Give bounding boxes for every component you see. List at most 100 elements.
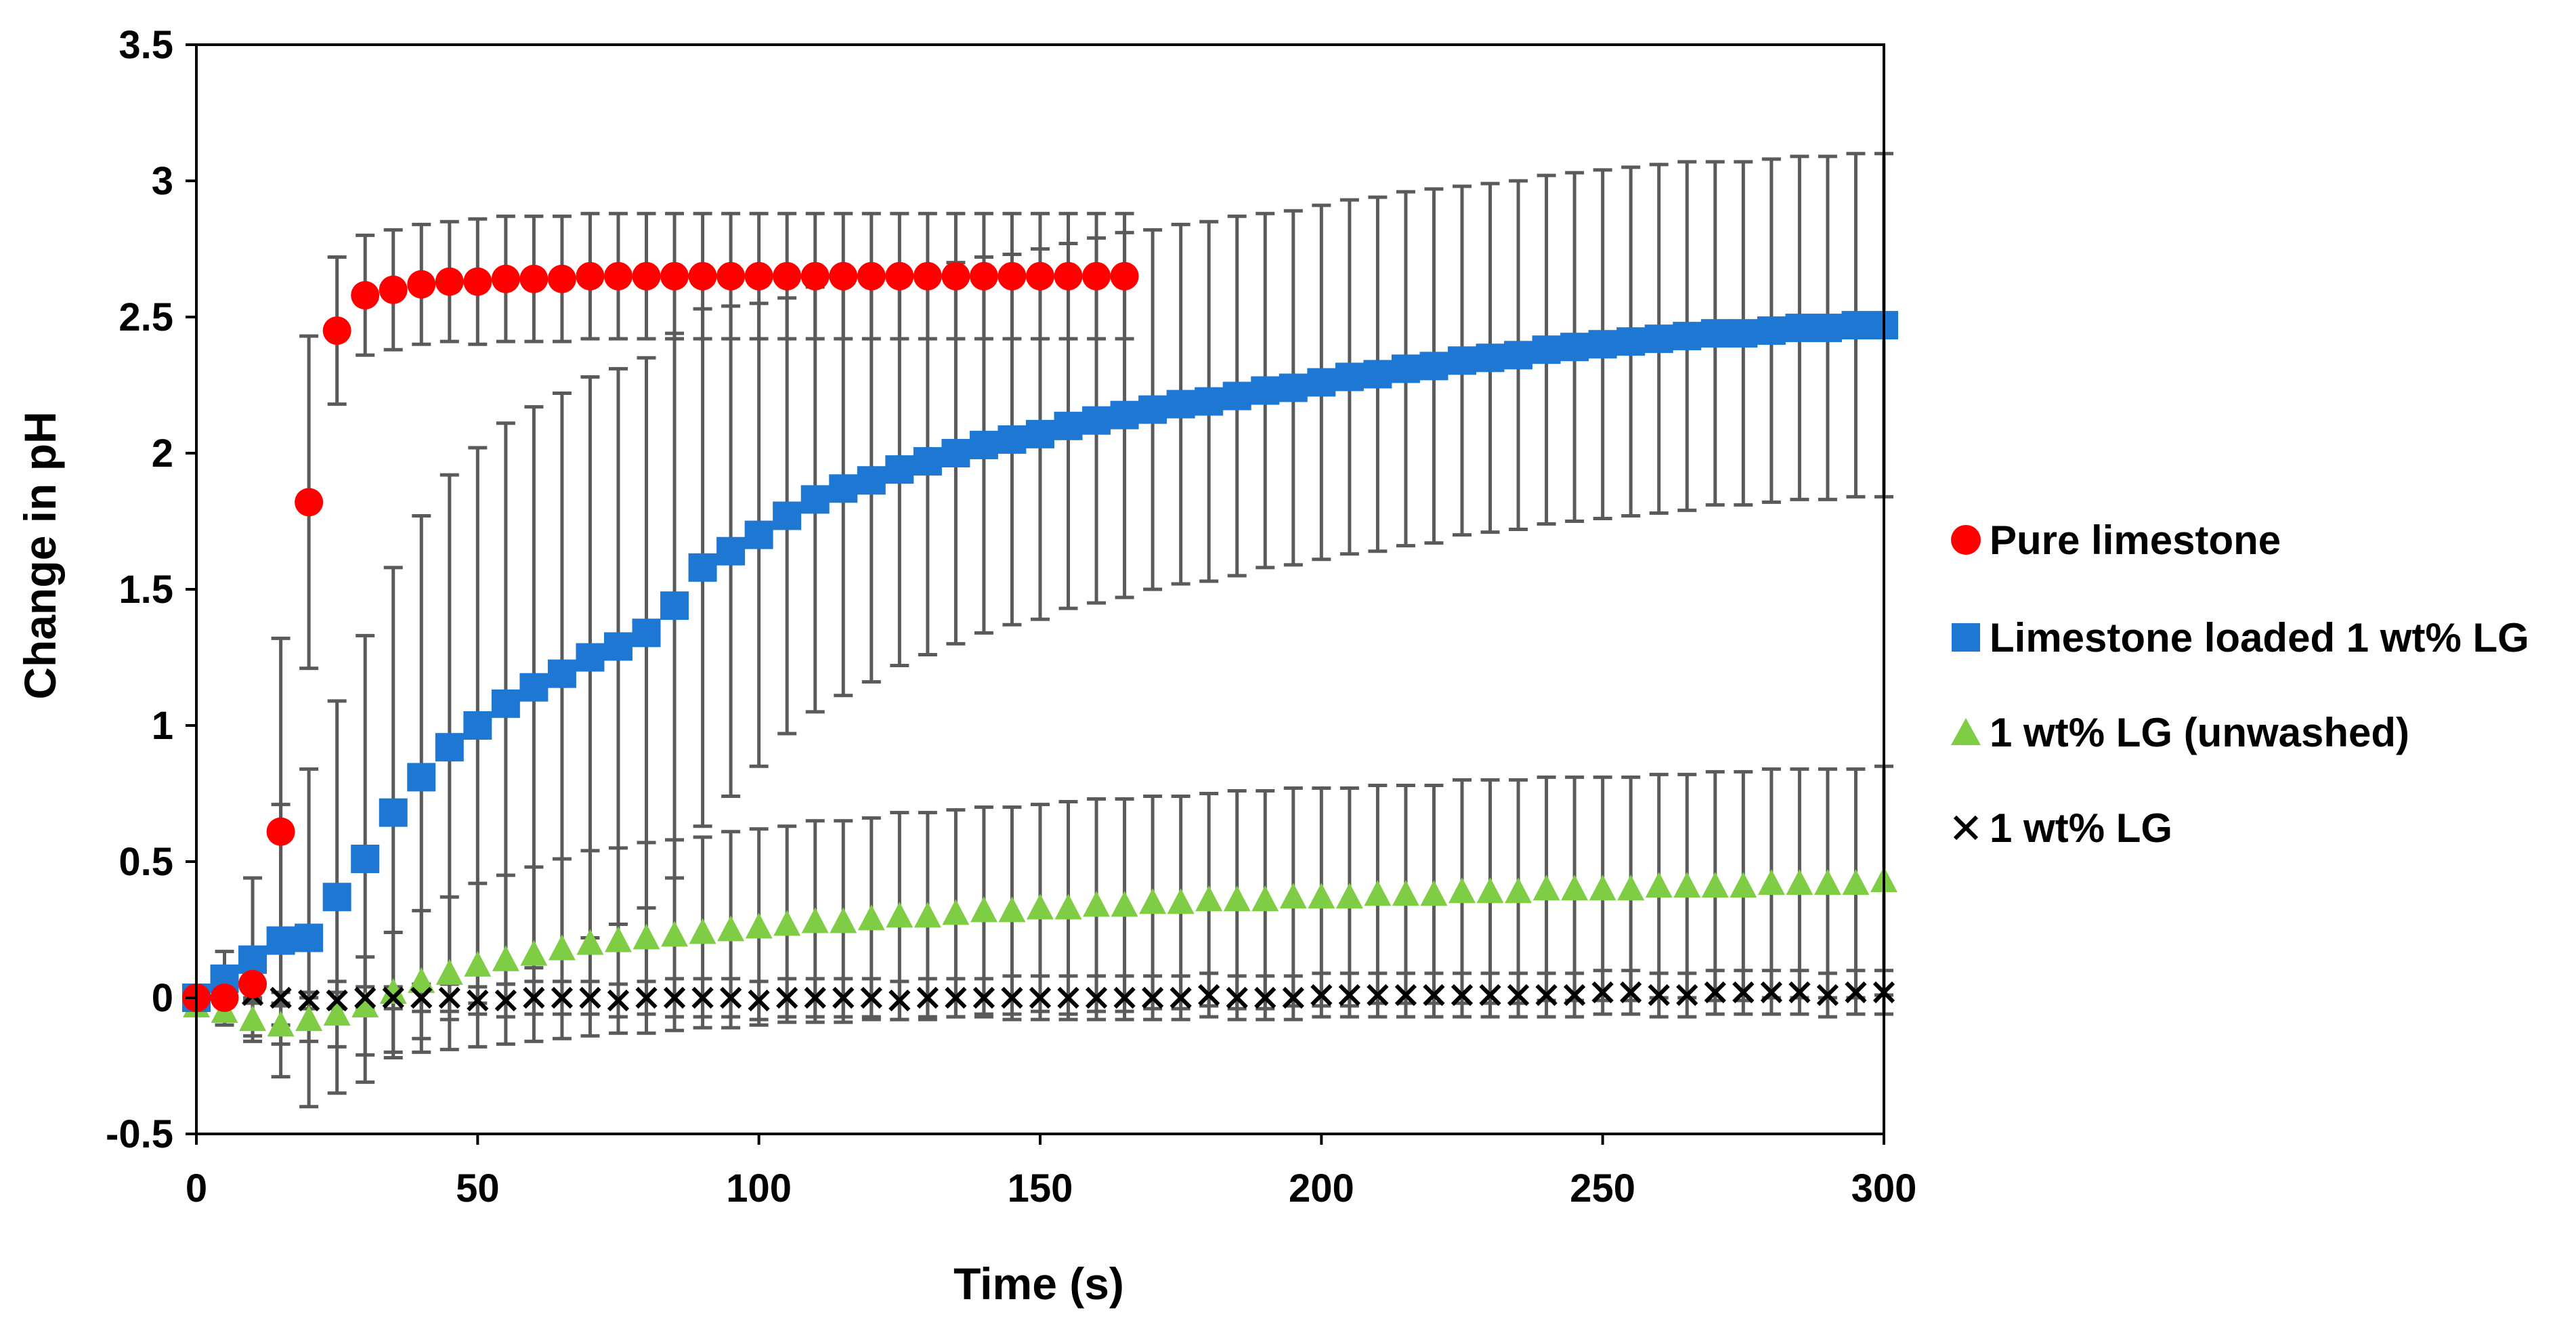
data-point-limestone-loaded	[1195, 387, 1224, 416]
x-tick-label: 150	[1008, 1166, 1073, 1210]
data-point-lg-unwashed	[745, 912, 773, 939]
data-point-lg	[1535, 984, 1558, 1007]
data-point-limestone-loaded	[997, 425, 1027, 454]
data-point-limestone-loaded	[576, 643, 605, 672]
data-point-limestone-loaded	[1532, 335, 1561, 364]
data-point-lg	[1001, 986, 1023, 1009]
data-point-limestone-loaded	[1419, 352, 1448, 381]
data-point-limestone-loaded	[773, 501, 802, 530]
legend-item-lg: 1 wt% LG	[1953, 805, 2172, 851]
data-point-lg	[467, 989, 489, 1012]
data-point-lg	[720, 986, 742, 1009]
data-point-lg-unwashed	[1842, 869, 1870, 895]
data-point-limestone-loaded	[1757, 316, 1786, 345]
data-point-lg	[888, 989, 911, 1012]
data-point-limestone-loaded	[913, 447, 942, 476]
data-point-limestone-loaded	[1588, 330, 1617, 359]
data-point-pure-limestone	[744, 261, 773, 291]
data-point-lg	[1591, 981, 1614, 1004]
data-point-lg-unwashed	[1757, 869, 1785, 895]
data-point-lg	[691, 986, 714, 1009]
data-point-limestone-loaded	[1307, 368, 1336, 397]
data-point-limestone-loaded	[435, 733, 464, 762]
data-point-limestone-loaded	[1363, 360, 1392, 389]
data-point-pure-limestone	[576, 261, 605, 291]
data-point-limestone-loaded	[1082, 406, 1111, 435]
data-point-lg	[579, 986, 601, 1009]
data-point-lg-unwashed	[717, 915, 745, 942]
data-point-lg-unwashed	[970, 896, 997, 923]
data-point-pure-limestone	[997, 261, 1027, 291]
data-point-pure-limestone	[463, 267, 492, 296]
data-point-limestone-loaded	[716, 536, 746, 566]
data-point-lg-unwashed	[1111, 891, 1138, 917]
data-point-limestone-loaded	[351, 844, 380, 873]
data-point-pure-limestone	[969, 261, 998, 291]
data-point-lg	[945, 986, 967, 1009]
data-point-lg-unwashed	[1364, 880, 1392, 906]
data-point-lg	[354, 986, 377, 1009]
data-point-lg	[1198, 984, 1220, 1007]
data-point-limestone-loaded	[1700, 319, 1730, 348]
x-tick-label: 0	[186, 1166, 207, 1210]
data-point-pure-limestone	[547, 264, 576, 293]
data-point-limestone-loaded	[1560, 333, 1589, 362]
data-point-lg	[1479, 984, 1501, 1007]
data-point-lg	[1507, 984, 1530, 1007]
data-point-pure-limestone	[857, 261, 886, 291]
data-point-lg-unwashed	[886, 902, 914, 928]
data-markers	[182, 261, 1898, 1037]
data-point-lg-unwashed	[632, 923, 660, 950]
data-point-limestone-loaded	[407, 763, 436, 792]
data-point-lg-unwashed	[1617, 874, 1645, 901]
data-point-lg-unwashed	[267, 1011, 295, 1037]
data-point-lg-unwashed	[1251, 885, 1279, 912]
data-point-lg	[438, 986, 460, 1009]
legend-marker-x	[1953, 815, 1979, 841]
data-point-lg	[1845, 981, 1867, 1004]
data-point-limestone-loaded	[1476, 343, 1505, 373]
y-tick-label: 2.5	[119, 295, 173, 339]
y-axis: -0.5 0 0.5 1 1.5 2 2.5 3 3.5	[106, 23, 196, 1156]
data-point-limestone-loaded	[238, 945, 267, 974]
data-point-limestone-loaded	[1448, 346, 1476, 375]
data-point-lg	[1564, 984, 1586, 1007]
data-point-lg-unwashed	[689, 918, 716, 944]
data-point-pure-limestone	[1026, 261, 1054, 291]
data-point-limestone-loaded	[379, 798, 408, 827]
y-tick-label: 1	[152, 704, 173, 748]
data-point-limestone-loaded	[885, 455, 914, 484]
data-point-lg-unwashed	[998, 896, 1026, 923]
data-point-lg	[1676, 984, 1698, 1007]
data-point-lg-unwashed	[576, 929, 604, 955]
data-point-lg	[1085, 986, 1108, 1009]
data-point-lg	[1394, 984, 1417, 1007]
data-point-pure-limestone	[660, 261, 689, 291]
x-tick-label: 250	[1570, 1166, 1635, 1210]
data-point-lg-unwashed	[323, 1000, 351, 1026]
data-point-lg-unwashed	[1701, 872, 1729, 898]
y-axis-title: Change in pH	[15, 411, 65, 699]
data-point-lg	[748, 989, 770, 1012]
data-point-pure-limestone	[688, 261, 717, 291]
data-point-pure-limestone	[351, 280, 380, 310]
data-point-lg-unwashed	[295, 1005, 323, 1032]
data-point-limestone-loaded	[1813, 314, 1842, 343]
data-point-lg	[382, 986, 404, 1009]
data-point-lg	[832, 986, 855, 1009]
data-point-lg-unwashed	[1167, 888, 1195, 914]
data-point-lg	[916, 986, 939, 1009]
data-point-lg	[1338, 984, 1360, 1007]
data-point-pure-limestone	[913, 261, 942, 291]
data-point-limestone-loaded	[829, 474, 858, 503]
data-point-lg	[1254, 986, 1276, 1009]
data-point-pure-limestone	[885, 261, 914, 291]
data-point-limestone-loaded	[266, 926, 295, 955]
data-point-lg	[1423, 984, 1445, 1007]
x-tick-label: 100	[726, 1166, 792, 1210]
data-point-limestone-loaded	[1616, 327, 1646, 356]
data-point-lg-unwashed	[1335, 883, 1363, 909]
data-point-pure-limestone	[407, 270, 436, 299]
legend-marker-circle	[1951, 525, 1981, 555]
data-point-lg	[1029, 986, 1052, 1009]
